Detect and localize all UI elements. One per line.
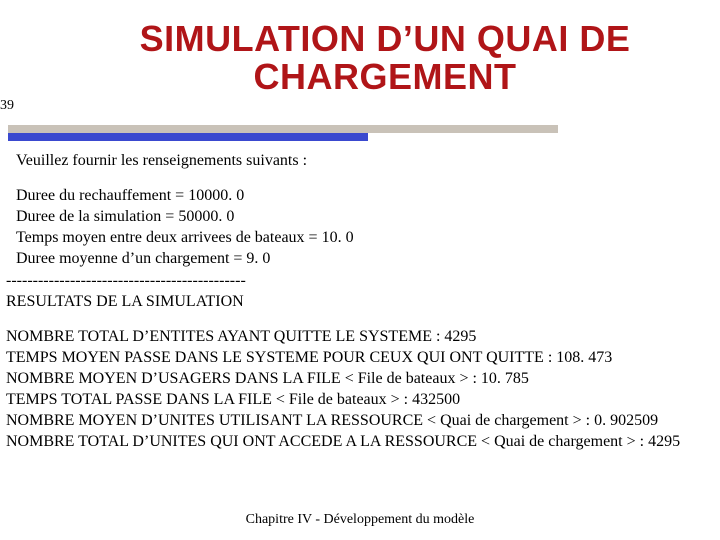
param-line: Duree du rechauffement = 10000. 0 xyxy=(6,185,714,206)
spacer xyxy=(6,171,714,185)
result-line: NOMBRE TOTAL D’ENTITES AYANT QUITTE LE S… xyxy=(6,326,714,347)
footer-chapter: Chapitre IV - Développement du modèle xyxy=(0,512,720,528)
result-line: NOMBRE MOYEN D’UNITES UTILISANT LA RESSO… xyxy=(6,410,714,431)
slide: SIMULATION D’UN QUAI DE CHARGEMENT Veuil… xyxy=(0,0,720,540)
intro-line: Veuillez fournir les renseignements suiv… xyxy=(6,150,714,171)
param-line: Duree moyenne d’un chargement = 9. 0 xyxy=(6,248,714,269)
param-line: Temps moyen entre deux arrivees de batea… xyxy=(6,227,714,248)
separator-line: ----------------------------------------… xyxy=(6,270,714,291)
divider-grey xyxy=(8,125,558,133)
title-line-2: CHARGEMENT xyxy=(254,56,517,97)
body-content: Veuillez fournir les renseignements suiv… xyxy=(6,150,714,452)
divider-blue xyxy=(8,133,368,141)
result-line: TEMPS TOTAL PASSE DANS LA FILE < File de… xyxy=(6,389,714,410)
result-line: NOMBRE MOYEN D’USAGERS DANS LA FILE < Fi… xyxy=(6,368,714,389)
footer: Chapitre IV - Développement du modèle xyxy=(0,512,720,528)
results-header: RESULTATS DE LA SIMULATION xyxy=(6,291,714,312)
slide-title: SIMULATION D’UN QUAI DE CHARGEMENT xyxy=(0,0,720,96)
param-line: Duree de la simulation = 50000. 0 xyxy=(6,206,714,227)
spacer xyxy=(6,312,714,326)
title-line-1: SIMULATION D’UN QUAI DE xyxy=(140,18,631,59)
result-line: NOMBRE TOTAL D’UNITES QUI ONT ACCEDE A L… xyxy=(6,431,714,452)
result-line: TEMPS MOYEN PASSE DANS LE SYSTEME POUR C… xyxy=(6,347,714,368)
footer-page-number: 39 xyxy=(0,98,14,113)
